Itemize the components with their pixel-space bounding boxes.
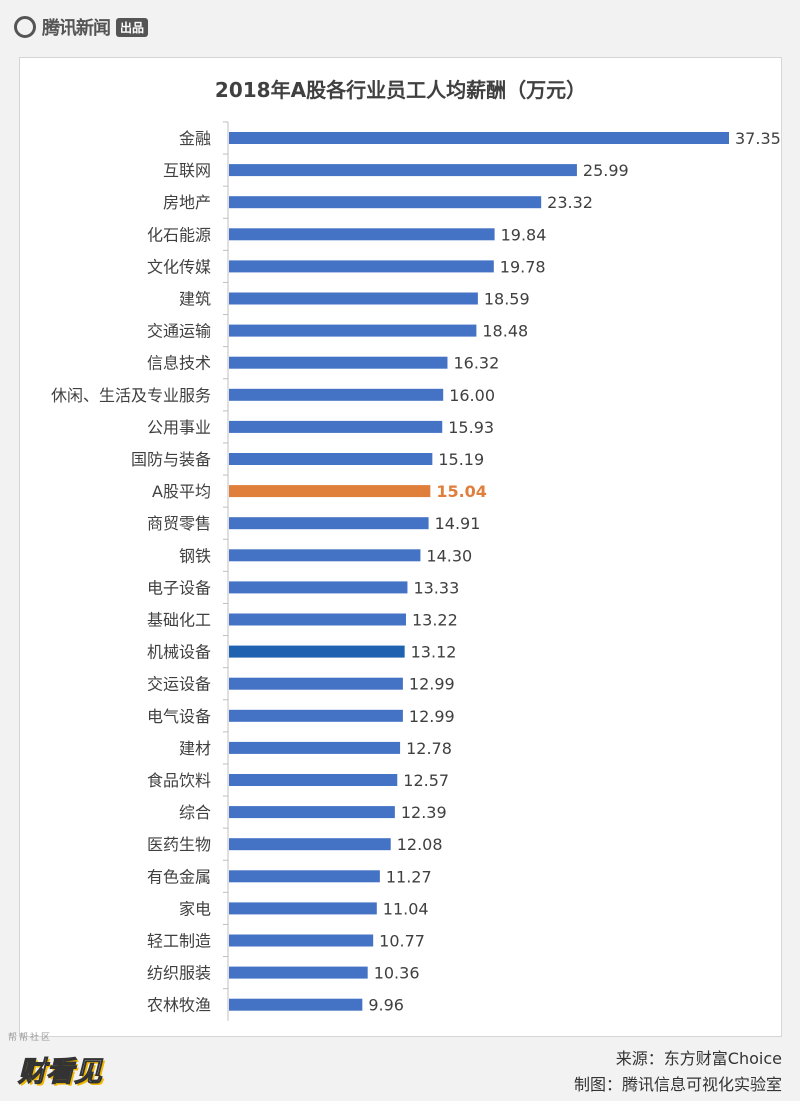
value-label: 18.48	[482, 322, 528, 341]
value-label: 19.78	[500, 257, 546, 276]
logo-tag: 出品	[116, 17, 149, 37]
bar	[229, 581, 408, 594]
category-label: 钢铁	[179, 546, 211, 565]
bar	[229, 260, 494, 273]
tencent-news-logo: 腾讯新闻 出品	[14, 14, 149, 40]
bar	[229, 838, 391, 851]
bar	[229, 677, 403, 690]
category-label: 家电	[179, 899, 211, 918]
value-label: 16.32	[453, 354, 499, 373]
value-label: 10.77	[379, 932, 425, 951]
category-label: 商贸零售	[147, 514, 211, 533]
value-label: 37.35	[735, 129, 781, 148]
category-label: 交运设备	[147, 675, 211, 694]
value-label: 19.84	[501, 225, 547, 244]
category-label: A股平均	[152, 482, 211, 501]
category-label: 建筑	[179, 290, 211, 309]
value-label: 12.78	[406, 739, 452, 758]
bar	[229, 420, 443, 433]
bar	[229, 292, 478, 305]
chart-card: 2018年A股各行业员工人均薪酬（万元） 金融 37.35 互联网 25.99 房地产 2…	[19, 57, 782, 1037]
bar	[229, 645, 405, 658]
category-label: 国防与装备	[131, 450, 211, 469]
bar	[229, 164, 577, 177]
category-label: 互联网	[163, 161, 211, 180]
bar	[229, 806, 395, 819]
logo-text: 腾讯新闻	[42, 18, 111, 39]
bar	[229, 998, 363, 1011]
category-label: 房地产	[163, 193, 211, 212]
bar	[229, 132, 729, 144]
bar	[229, 613, 406, 626]
category-label: 化石能源	[147, 225, 211, 244]
bar-chart: 金融 37.35 互联网 25.99 房地产 23.32 化石能源 19.84 文化传媒 19.7…	[51, 121, 781, 1021]
value-label: 18.59	[484, 290, 530, 309]
category-label: 建材	[179, 739, 211, 758]
bar	[229, 453, 433, 465]
category-label: 信息技术	[147, 354, 211, 373]
value-label: 11.27	[386, 867, 432, 886]
category-label: 休闲、生活及专业服务	[51, 386, 211, 405]
value-label: 12.99	[409, 675, 455, 694]
value-label: 13.33	[413, 578, 459, 597]
value-label: 13.22	[412, 611, 458, 630]
value-label: 12.08	[397, 835, 443, 854]
tencent-news-logo-icon	[14, 16, 36, 38]
category-label: 交通运输	[147, 322, 211, 341]
bar	[229, 549, 421, 562]
category-label: 农林牧渔	[147, 996, 211, 1015]
value-label: 25.99	[583, 161, 629, 180]
category-label: 基础化工	[147, 611, 211, 630]
bar	[229, 870, 380, 883]
category-label: 金融	[179, 129, 211, 148]
watermark-small-text: 帮帮社区	[8, 1033, 53, 1043]
category-label: 医药生物	[147, 835, 211, 854]
value-label: 14.30	[426, 546, 472, 565]
category-label: 轻工制造	[147, 932, 211, 951]
category-label: 综合	[179, 803, 211, 822]
bar	[229, 228, 495, 241]
value-label: 15.93	[448, 418, 494, 437]
bar	[229, 324, 477, 337]
category-label: 纺织服装	[147, 964, 211, 983]
chart-title: 2018年A股各行业员工人均薪酬（万元）	[214, 78, 587, 102]
value-label: 15.04	[436, 482, 487, 501]
bar	[229, 709, 403, 722]
source-line: 来源：东方财富Choice	[615, 1049, 782, 1068]
value-label: 10.36	[374, 964, 420, 983]
watermark-big-text: 财看见	[17, 1055, 103, 1089]
category-label: 电气设备	[147, 707, 211, 726]
bar	[229, 356, 448, 369]
category-label: 电子设备	[147, 578, 211, 597]
bar	[229, 934, 374, 947]
category-label: 公用事业	[147, 418, 211, 437]
value-label: 15.19	[438, 450, 484, 469]
bar-highlight	[229, 485, 431, 498]
category-label: 文化传媒	[147, 257, 211, 276]
bar	[229, 966, 368, 979]
bar	[229, 388, 444, 401]
value-label: 16.00	[449, 386, 495, 405]
value-label: 12.57	[403, 771, 449, 790]
bar	[229, 517, 429, 530]
bar	[229, 902, 377, 915]
value-label: 11.04	[383, 899, 429, 918]
value-label: 12.39	[401, 803, 447, 822]
category-label: 有色金属	[147, 867, 211, 886]
category-label: 机械设备	[147, 643, 211, 662]
bar	[229, 196, 542, 209]
bar	[229, 774, 398, 786]
watermark-logo: 帮帮社区 财看见	[8, 1030, 118, 1092]
category-label: 食品饮料	[147, 771, 211, 790]
source-note: 来源：东方财富Choice 制图：腾讯信息可视化实验室	[574, 1046, 782, 1098]
value-label: 9.96	[368, 996, 404, 1015]
value-label: 14.91	[435, 514, 481, 533]
credit-line: 制图：腾讯信息可视化实验室	[573, 1075, 782, 1094]
value-label: 13.12	[411, 643, 457, 662]
value-label: 12.99	[409, 707, 455, 726]
value-label: 23.32	[547, 193, 593, 212]
bar	[229, 741, 401, 754]
